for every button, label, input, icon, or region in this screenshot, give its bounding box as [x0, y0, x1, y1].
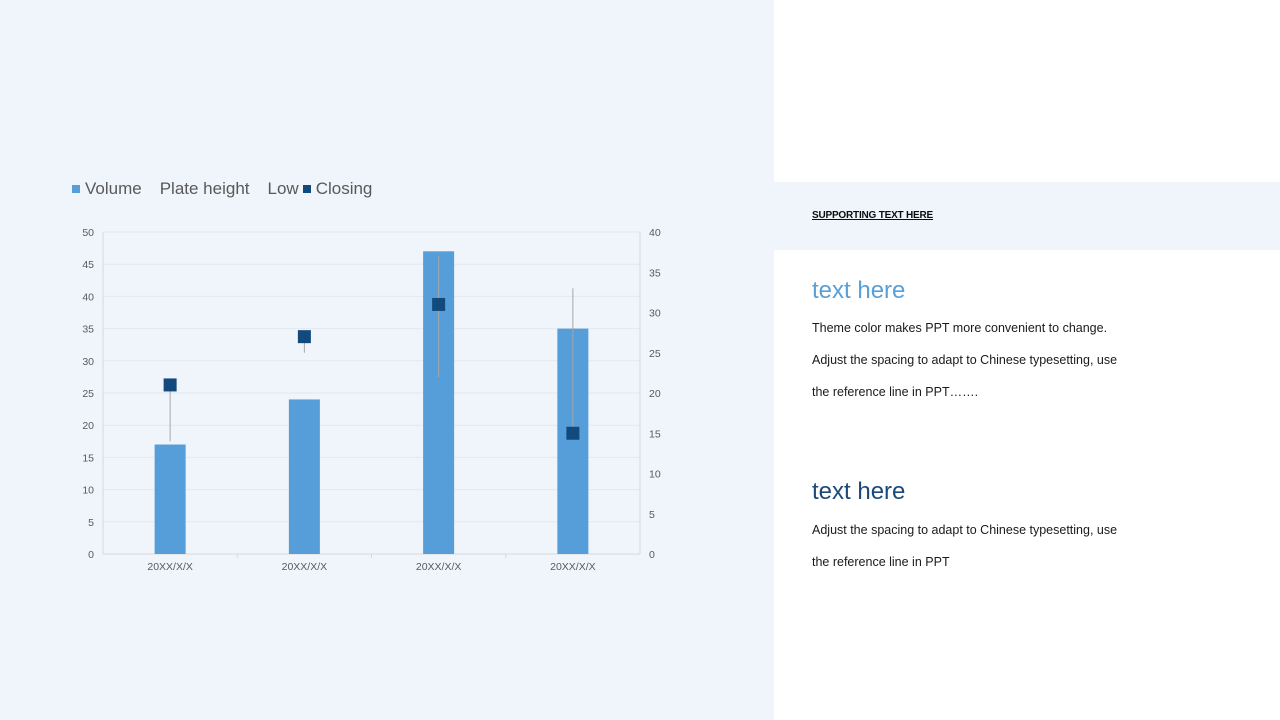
chart-legend: Volume Plate height Low Closing	[72, 178, 390, 200]
y-right-tick-label: 15	[649, 428, 661, 440]
section-1-line-1: Theme color makes PPT more convenient to…	[812, 321, 1108, 335]
supporting-header-band	[774, 182, 1280, 250]
legend-closing: Closing	[302, 179, 373, 199]
x-category-label: 20XX/X/X	[550, 561, 596, 573]
closing-marker	[432, 297, 446, 311]
legend-volume-label: Volume	[85, 179, 142, 198]
volume-bar	[288, 399, 320, 554]
y-right-tick-label: 30	[649, 308, 661, 320]
legend-low-label: Low	[267, 179, 299, 198]
volume-stock-chart: 0 5 10 15 20 25 30 35 40 45 50 0 5 10 15 20 25 30 35 40 20XX…	[82, 227, 661, 573]
y-right-tick-label: 20	[649, 388, 661, 400]
x-category-label: 20XX/X/X	[147, 561, 193, 573]
y-right-tick-label: 5	[649, 509, 655, 521]
y-right-tick-label: 40	[649, 227, 661, 239]
y-right-tick-label: 0	[649, 549, 655, 561]
y-left-tick-label: 50	[82, 227, 94, 239]
y-right-tick-label: 10	[649, 469, 661, 481]
y-left-tick-label: 45	[82, 259, 94, 271]
legend-closing-swatch	[302, 185, 311, 193]
y-left-tick-label: 35	[82, 324, 94, 336]
closing-marker	[163, 378, 177, 392]
y-left-tick-label: 5	[88, 517, 94, 529]
legend-closing-label: Closing	[315, 179, 373, 198]
legend-volume: Volume	[72, 179, 142, 199]
y-right-tick-label: 25	[649, 348, 661, 360]
section-1-line-2: Adjust the spacing to adapt to Chinese t…	[812, 353, 1118, 367]
y-left-tick-label: 25	[82, 388, 94, 400]
closing-marker	[297, 330, 311, 344]
y-left-tick-label: 15	[82, 452, 94, 464]
legend-volume-swatch	[72, 185, 80, 193]
y-right-tick-label: 35	[649, 267, 661, 279]
section-1-title: text here	[812, 277, 906, 304]
section-2-title: text here	[812, 478, 906, 505]
supporting-text: SUPPORTING TEXT HERE	[812, 210, 934, 221]
x-category-label: 20XX/X/X	[416, 561, 462, 573]
y-left-tick-label: 10	[82, 485, 94, 497]
y-left-tick-label: 0	[88, 549, 94, 561]
section-2-line-1: Adjust the spacing to adapt to Chinese t…	[812, 523, 1118, 537]
chart-panel	[0, 0, 774, 720]
legend-low: Low	[268, 179, 299, 199]
section-2-line-2: the reference line in PPT	[812, 555, 950, 569]
y-left-tick-label: 30	[82, 356, 94, 368]
y-left-tick-label: 40	[82, 291, 94, 303]
y-left-tick-label: 20	[82, 420, 94, 432]
section-1-line-3: the reference line in PPT…….	[812, 385, 979, 399]
legend-plate-height: Plate height	[160, 179, 250, 199]
closing-marker	[566, 426, 580, 440]
legend-plate-height-label: Plate height	[159, 179, 250, 198]
x-category-label: 20XX/X/X	[282, 561, 328, 573]
volume-bar	[154, 444, 186, 554]
